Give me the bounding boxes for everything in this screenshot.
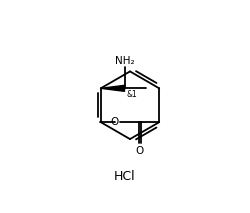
Text: NH₂: NH₂ — [115, 56, 134, 66]
Text: HCl: HCl — [114, 170, 136, 183]
Text: O: O — [110, 117, 119, 127]
Text: O: O — [136, 147, 144, 157]
Text: &1: &1 — [126, 90, 137, 99]
Polygon shape — [101, 85, 124, 91]
